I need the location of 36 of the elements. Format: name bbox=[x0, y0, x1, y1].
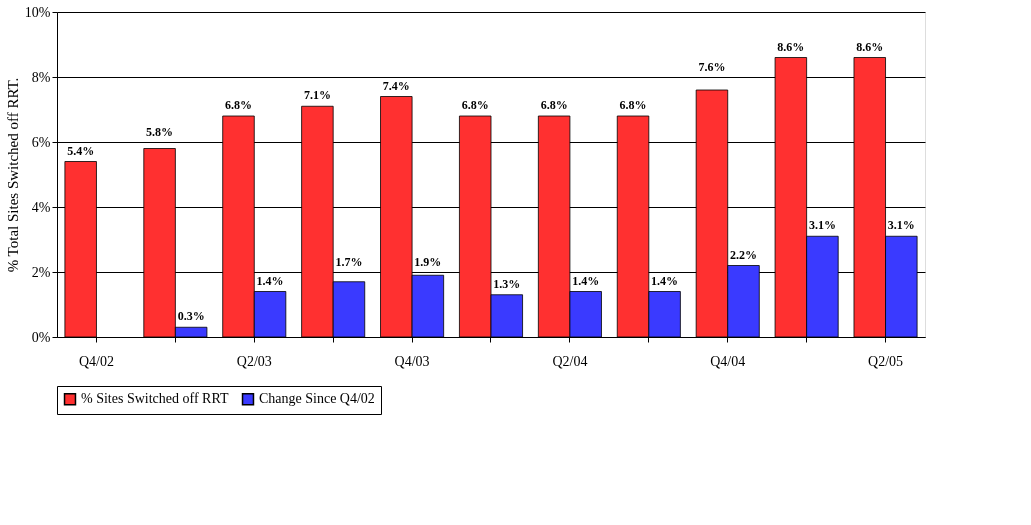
legend-label: % Sites Switched off RRT bbox=[81, 391, 229, 407]
x-tick-label: Q2/03 bbox=[236, 353, 272, 369]
data-label: 2.2% bbox=[730, 247, 758, 262]
data-label: 3.1% bbox=[887, 218, 915, 233]
data-label: 8.6% bbox=[856, 39, 884, 54]
x-tick-label: Q2/05 bbox=[868, 353, 904, 369]
data-label: 7.4% bbox=[382, 78, 410, 93]
x-tick-label: Q4/03 bbox=[394, 353, 430, 369]
x-tick-label: Q4/04 bbox=[710, 353, 746, 369]
data-label: 1.4% bbox=[256, 273, 284, 288]
data-label: 6.8% bbox=[461, 98, 489, 113]
data-label: 1.4% bbox=[572, 273, 600, 288]
data-label: 5.8% bbox=[146, 125, 174, 140]
data-label: 1.3% bbox=[493, 276, 521, 291]
data-label: 0.3% bbox=[177, 309, 205, 324]
data-label: 1.9% bbox=[414, 255, 442, 270]
x-tick-label: Q4/02 bbox=[78, 353, 114, 369]
data-label: 3.1% bbox=[808, 218, 836, 233]
data-label: 6.8% bbox=[619, 98, 647, 113]
data-label: 7.6% bbox=[698, 60, 726, 75]
data-label: 8.6% bbox=[777, 39, 805, 54]
data-label: 1.4% bbox=[651, 273, 679, 288]
y-axis-title: % Total Sites Switched off RRT. bbox=[4, 77, 21, 273]
data-label: 1.7% bbox=[335, 255, 363, 270]
y-tick-label: 4% bbox=[31, 199, 51, 215]
y-tick-label: 8% bbox=[31, 69, 51, 85]
x-tick-label: Q2/04 bbox=[552, 353, 588, 369]
y-tick-label: 10% bbox=[24, 4, 51, 20]
data-label: 6.8% bbox=[224, 98, 252, 113]
data-label: 5.4% bbox=[67, 143, 95, 158]
y-tick-label: 6% bbox=[31, 134, 51, 150]
y-tick-label: 0% bbox=[31, 329, 51, 345]
data-label: 7.1% bbox=[303, 88, 331, 103]
legend-label: Change Since Q4/02 bbox=[259, 391, 375, 407]
data-label: 6.8% bbox=[540, 98, 568, 113]
y-tick-label: 2% bbox=[31, 264, 51, 280]
